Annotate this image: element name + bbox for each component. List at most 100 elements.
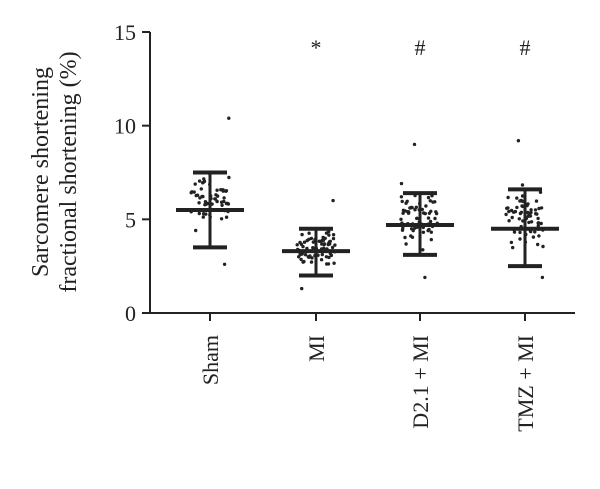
data-point [327,255,331,260]
data-point [215,188,219,192]
y-axis-title: Sarcomere shortening fractional shorteni… [28,51,82,292]
data-point [197,201,201,205]
y-axis-title-line-1: Sarcomere shortening [28,67,54,277]
data-point [215,199,219,203]
data-point [222,262,227,266]
data-point [403,235,407,240]
data-point [517,217,521,221]
data-point [513,209,518,214]
data-point [407,210,411,214]
data-point [219,217,224,221]
data-point [401,211,405,215]
data-point [539,221,543,226]
data-point [426,216,431,220]
data-point [529,220,534,224]
data-point [519,210,524,214]
data-point [527,220,531,225]
data-point [399,181,404,186]
data-point [399,217,403,221]
data-point [401,226,405,230]
data-point [507,219,511,223]
data-point [423,275,427,280]
data-point [202,179,207,184]
data-point [219,200,224,204]
data-point [403,209,407,213]
data-point [537,234,541,238]
data-point [320,252,324,257]
data-point [192,190,196,194]
data-point [415,216,419,220]
data-point [518,237,522,241]
data-point [421,230,426,234]
data-point [426,195,431,200]
data-point [516,139,521,143]
data-point [518,199,522,203]
data-point [529,208,533,212]
data-points [189,116,545,291]
data-point [309,260,314,264]
data-point [327,233,331,237]
category-label: TMZ + MI [513,335,538,432]
data-point [297,255,301,259]
data-point [214,193,218,197]
data-point [332,261,336,265]
data-point [527,211,531,216]
data-point [302,259,306,264]
data-point [512,230,517,234]
data-point [539,206,544,210]
data-point [300,286,304,291]
data-point [204,212,208,216]
data-point [411,228,415,233]
data-point [193,182,197,186]
data-point [317,239,321,243]
data-point [319,258,324,262]
data-point [509,240,514,245]
axes [149,32,575,314]
data-point [311,240,316,244]
data-point [433,216,437,221]
data-point [320,238,324,243]
data-point [307,237,311,241]
data-point [302,240,307,244]
category-labels: Sham MI D2.1 + MI TMZ + MI [198,313,538,432]
data-point [507,209,511,214]
data-point [410,235,415,239]
data-point [219,188,223,192]
data-point [433,200,437,204]
data-point [189,191,193,195]
data-point [537,206,541,211]
data-point [533,230,537,234]
data-point [506,195,510,200]
data-point [412,142,417,147]
data-point [324,255,329,259]
data-point [540,275,545,280]
data-point [295,243,299,247]
data-point [224,215,229,219]
data-point [404,242,408,246]
data-point [331,198,335,203]
data-point [424,204,428,208]
data-point [203,200,208,204]
data-point [301,244,305,249]
y-tick-label: 15 [114,20,136,45]
category-label: D2.1 + MI [408,335,433,429]
y-tick-label: 5 [125,207,136,232]
data-point [199,187,203,191]
data-point [194,193,198,198]
data-point [409,205,414,210]
category-label: Sham [198,335,223,385]
data-point [197,211,201,216]
data-point [327,240,332,244]
data-point [326,262,331,266]
data-point [515,196,519,200]
data-point [222,196,226,200]
data-point [323,236,327,240]
data-point [535,212,539,216]
data-point [531,235,536,239]
significance-mark: # [520,35,531,60]
data-point [298,240,302,245]
data-point [520,183,525,187]
significance-marks: * # # [311,35,531,60]
data-point [194,228,198,233]
significance-mark: # [415,35,426,60]
